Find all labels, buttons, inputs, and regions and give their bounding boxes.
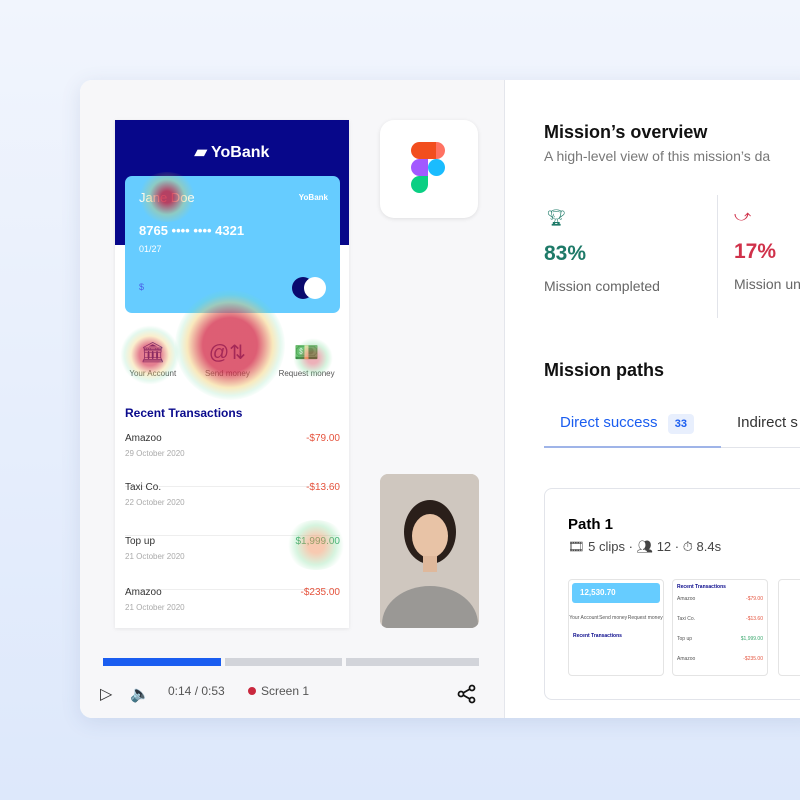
path-users: 12	[656, 539, 672, 554]
path-card[interactable]: Path 1 🎞︎ 5 clips · 👥︎ 12 · ⏱︎ 8.4s 12,5…	[544, 488, 800, 700]
progress-segment-3[interactable]	[346, 658, 479, 666]
action-your-account[interactable]: 🏛 Your Account	[129, 340, 176, 378]
thumb-tx: Amazoo	[677, 656, 696, 662]
overview-subtitle: A high-level view of this mission’s da	[544, 148, 771, 164]
trophy-icon: 🏆︎	[546, 210, 567, 227]
stat-completed: 🏆︎ 83% Mission completed	[544, 208, 660, 294]
action-send-money[interactable]: @⇅ Send money	[205, 340, 250, 378]
thumb-actions: Your Account Send money Request money	[569, 615, 663, 621]
quick-actions: 🏛 Your Account @⇅ Send money 💵 Request mone…	[115, 340, 349, 378]
tx-amount: -$235.00	[300, 587, 340, 598]
bank-name: YoBank	[211, 144, 270, 161]
thumb-action: Send money	[599, 615, 628, 621]
phone-screen: ▰ YoBank Jane Doe YoBank 8765 •••• •••• …	[115, 120, 349, 628]
app-window: ▰ YoBank Jane Doe YoBank 8765 •••• •••• …	[80, 80, 800, 718]
tx-name: Amazoo	[125, 433, 162, 444]
path-info: 🎞︎ 5 clips · 👥︎ 12 · ⏱︎ 8.4s	[568, 539, 722, 554]
card-number: 8765 •••• •••• 4321	[139, 223, 245, 238]
card-brand: YoBank	[298, 193, 328, 202]
record-dot-icon	[248, 687, 256, 695]
stat-value: 17%	[734, 240, 777, 263]
recent-transactions-title: Recent Transactions	[125, 406, 243, 420]
request-money-icon: 💵	[294, 342, 320, 364]
transaction-row[interactable]: Amazoo 21 October 2020 -$235.00	[125, 587, 340, 628]
action-label: Request money	[278, 369, 335, 378]
path-clips: 5 clips	[588, 539, 625, 554]
bank-card[interactable]: Jane Doe YoBank 8765 •••• •••• 4321 01/2…	[125, 176, 340, 313]
wallet-icon: ▰	[194, 144, 212, 161]
action-label: Send money	[204, 369, 250, 378]
thumb-tx-amount: -$235.00	[743, 656, 763, 662]
stat-uncompleted: ⤻ 17% Mission un	[734, 208, 800, 292]
tx-date: 29 October 2020	[125, 449, 185, 458]
timer-icon: ⏱︎	[682, 539, 693, 554]
tab-label: Direct success	[560, 414, 658, 431]
thumb-tx-amount: $1,999.00	[740, 636, 763, 642]
path-thumbnail[interactable]: Recent Transactions Amazoo -$79.00 Taxi C…	[672, 579, 768, 676]
divider	[717, 195, 718, 318]
tab-indirect-success[interactable]: Indirect s	[737, 414, 798, 431]
path-title: Path 1	[568, 516, 614, 533]
tx-name: Taxi Co.	[125, 482, 162, 493]
share-icon	[457, 684, 476, 704]
volume-button[interactable]: 🔈	[130, 684, 150, 704]
paths-title: Mission paths	[544, 360, 665, 380]
overview-title: Mission’s overview	[544, 122, 708, 142]
figma-logo-icon	[380, 120, 478, 218]
screen-name: Screen 1	[261, 684, 310, 698]
path-thumbnail[interactable]: 12,530.70 Your Account Send money Request …	[568, 579, 664, 676]
thumb-action: Request money	[627, 615, 663, 621]
stat-label: Mission completed	[544, 278, 660, 294]
stat-value: 83%	[544, 242, 587, 265]
thumb-title: Recent Transactions	[677, 584, 726, 590]
play-icon: ▷	[100, 686, 113, 703]
share-button[interactable]	[457, 684, 477, 704]
thumb-tx-amount: -$13.60	[746, 616, 763, 622]
time-display: 0:14 / 0:53	[168, 684, 225, 698]
send-money-icon: @⇅	[208, 342, 246, 364]
tab-count-badge: 33	[667, 414, 694, 434]
users-icon: 👥︎	[636, 539, 654, 554]
transaction-row[interactable]: Amazoo 29 October 2020 -$79.00	[125, 433, 340, 487]
thumb-tx: Taxi Co.	[677, 616, 696, 622]
thumb-action: Your Account	[569, 615, 599, 621]
volume-icon: 🔈	[130, 686, 150, 703]
tab-direct-success[interactable]: Direct success 33	[560, 414, 694, 434]
exit-icon: ⤻	[734, 208, 752, 225]
stat-label: Mission un	[734, 276, 800, 292]
card-currency: $	[139, 282, 145, 292]
card-expiry: 01/27	[139, 244, 162, 254]
tx-date: 21 October 2020	[125, 603, 185, 612]
thumb-tx: Amazoo	[677, 596, 696, 602]
action-request-money[interactable]: 💵 Request money	[279, 340, 335, 378]
card-logo-icon	[292, 277, 326, 299]
tx-date: 21 October 2020	[125, 552, 185, 561]
transaction-row[interactable]: Taxi Co. 22 October 2020 -$13.60	[125, 482, 340, 536]
tx-amount: -$13.60	[306, 482, 340, 493]
path-thumbnail[interactable]	[778, 579, 800, 676]
recording-panel: ▰ YoBank Jane Doe YoBank 8765 •••• •••• …	[80, 80, 505, 718]
transaction-row[interactable]: Top up 21 October 2020 $1,999.00	[125, 536, 340, 590]
tab-underline	[544, 446, 721, 448]
progress-segment-2[interactable]	[225, 658, 342, 666]
webcam-video	[380, 474, 479, 628]
action-label: Your Account	[129, 369, 177, 378]
tx-amount: -$79.00	[306, 433, 340, 444]
play-button[interactable]: ▷	[100, 684, 112, 704]
film-icon: 🎞︎	[568, 539, 585, 554]
path-time: 8.4s	[696, 539, 722, 554]
tx-amount: $1,999.00	[295, 536, 341, 547]
tab-divider	[721, 447, 800, 448]
bank-icon: 🏛	[140, 342, 166, 364]
tx-name: Amazoo	[125, 587, 162, 598]
thumb-tx: Top up	[677, 636, 693, 642]
progress-segment-1[interactable]	[103, 658, 221, 666]
thumb-balance: 12,530.70	[572, 583, 660, 603]
screen-label: Screen 1	[248, 684, 309, 698]
tx-name: Top up	[125, 536, 156, 547]
tx-date: 22 October 2020	[125, 498, 185, 507]
thumb-tx-amount: -$79.00	[746, 596, 763, 602]
thumb-title: Recent Transactions	[573, 633, 622, 639]
